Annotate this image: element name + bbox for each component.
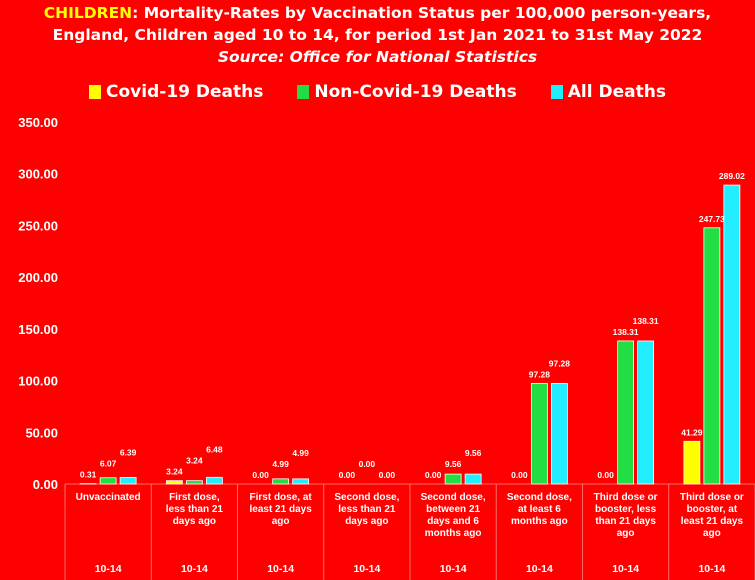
bar-non-covid-19-deaths <box>272 478 290 485</box>
legend-swatch <box>297 85 310 99</box>
bar-covid-19-deaths <box>683 440 701 485</box>
data-label: 138.31 <box>613 327 639 337</box>
data-label: 0.00 <box>359 459 376 469</box>
chart-subtitle: Source: Office for National Statistics <box>217 48 538 66</box>
data-label: 6.48 <box>206 445 223 455</box>
y-tick-label: 300.00 <box>18 167 58 182</box>
bar-all-deaths <box>119 476 137 485</box>
data-label: 138.31 <box>633 316 659 326</box>
category-label: Unvaccinated <box>76 492 141 503</box>
legend-item-all: All Deaths <box>550 82 666 102</box>
category-label: First dose, at least 21 days ago <box>249 492 312 527</box>
category-label: Third dose or booster, at least 21 days ago <box>680 492 744 539</box>
data-label: 0.00 <box>425 470 442 480</box>
data-label: 0.00 <box>339 470 356 480</box>
age-group-label: 10-14 <box>612 563 639 575</box>
category-label: First dose, less than 21 days ago <box>166 492 224 527</box>
title-highlight: CHILDREN <box>43 4 133 22</box>
data-label: 41.29 <box>681 427 703 437</box>
data-label: 0.00 <box>511 470 528 480</box>
legend-item-covid: Covid-19 Deaths <box>89 82 263 102</box>
age-group-label: 10-14 <box>181 563 208 575</box>
data-label: 4.99 <box>272 459 289 469</box>
category-label: Second dose, less than 21 days ago <box>334 492 399 527</box>
bar-all-deaths <box>205 476 223 485</box>
data-label: 6.07 <box>100 459 117 469</box>
age-group-label: 10-14 <box>267 563 294 575</box>
legend-swatch <box>550 85 563 99</box>
y-tick-label: 200.00 <box>18 270 58 285</box>
bar-non-covid-19-deaths <box>444 473 462 485</box>
chart-title: CHILDREN: Mortality-Rates by Vaccination… <box>0 2 755 68</box>
y-tick-label: 0.00 <box>33 477 58 492</box>
y-tick-label: 350.00 <box>18 115 58 130</box>
bar-all-deaths <box>637 340 655 485</box>
legend-item-non-covid: Non-Covid-19 Deaths <box>297 82 517 102</box>
legend-label: All Deaths <box>567 82 666 102</box>
bar-non-covid-19-deaths <box>703 227 721 485</box>
title-rest: : Mortality-Rates by Vaccination Status … <box>132 4 712 22</box>
y-tick-label: 150.00 <box>18 322 58 337</box>
data-label: 0.00 <box>379 470 396 480</box>
bar-non-covid-19-deaths <box>617 340 635 485</box>
y-tick-label: 50.00 <box>25 425 58 440</box>
data-label: 97.28 <box>529 369 551 379</box>
data-label: 4.99 <box>292 448 309 458</box>
legend-label: Covid-19 Deaths <box>106 82 264 102</box>
bar-covid-19-deaths <box>165 480 183 485</box>
y-tick-label: 250.00 <box>18 218 58 233</box>
data-label: 0.00 <box>597 470 614 480</box>
legend: Covid-19 Deaths Non-Covid-19 Deaths All … <box>0 82 755 102</box>
title-line2: England, Children aged 10 to 14, for per… <box>52 26 703 44</box>
data-label: 3.24 <box>186 456 203 466</box>
data-label: 9.56 <box>445 459 462 469</box>
bar-all-deaths <box>723 184 741 485</box>
age-group-label: 10-14 <box>95 563 122 575</box>
age-group-label: 10-14 <box>440 563 467 575</box>
bar-non-covid-19-deaths <box>99 477 117 485</box>
data-label: 247.73 <box>699 214 725 224</box>
category-label: Third dose or booster, less than 21 days ag… <box>594 492 658 539</box>
data-label: 97.28 <box>549 358 571 368</box>
data-label: 6.39 <box>120 448 137 458</box>
data-label: 9.56 <box>465 448 482 458</box>
bar-all-deaths <box>292 478 310 485</box>
legend-label: Non-Covid-19 Deaths <box>314 82 517 102</box>
legend-swatch <box>89 85 102 99</box>
bar-non-covid-19-deaths <box>185 480 203 485</box>
bar-all-deaths <box>464 473 482 485</box>
category-label: Second dose, between 21 days and 6 months a… <box>421 492 486 539</box>
bar-non-covid-19-deaths <box>530 382 548 485</box>
data-label: 0.31 <box>80 470 97 480</box>
data-label: 289.02 <box>719 171 745 181</box>
age-group-label: 10-14 <box>698 563 725 575</box>
data-label: 0.00 <box>252 470 269 480</box>
age-group-label: 10-14 <box>526 563 553 575</box>
bar-all-deaths <box>550 382 568 485</box>
y-tick-label: 100.00 <box>18 374 58 389</box>
age-group-label: 10-14 <box>353 563 380 575</box>
data-label: 3.24 <box>166 467 183 477</box>
category-label: Second dose, at least 6 months ago <box>507 492 572 527</box>
